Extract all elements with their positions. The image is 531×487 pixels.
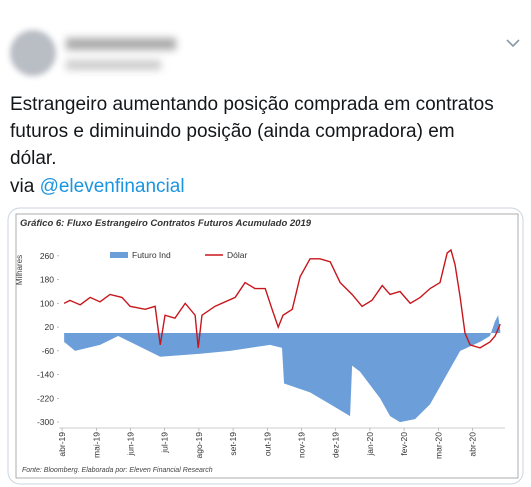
x-tick-label: fev-20 — [399, 432, 409, 456]
tweet-text: futuros e diminuindo posição (ainda comp… — [10, 121, 455, 142]
x-tick-label: set-19 — [228, 432, 238, 456]
x-tick-label: out-19 — [262, 432, 272, 456]
y-tick-label: 180 — [40, 275, 54, 285]
x-tick-label: jan-20 — [365, 432, 375, 457]
area — [64, 315, 501, 423]
y-tick-label: 260 — [40, 251, 54, 261]
tweet-text: dólar. — [10, 148, 57, 169]
x-tick-label: dez-19 — [331, 432, 341, 458]
y-tick-label: -220 — [37, 393, 54, 403]
x-tick-label: jun-19 — [125, 432, 135, 457]
x-tick-label: mar-20 — [433, 432, 443, 459]
tweet-text: Estrangeiro aumentando posição comprada … — [10, 94, 494, 115]
media-card — [7, 207, 524, 485]
x-tick-label: abr-19 — [57, 432, 67, 457]
author-handle — [66, 60, 161, 70]
legend-swatch — [110, 252, 128, 258]
source-note: Fonte: Bloomberg. Elaborada por: Eleven … — [22, 467, 213, 474]
y-tick-label: -300 — [37, 417, 54, 427]
line — [63, 248, 501, 349]
mention-link[interactable]: @elevenfinancial — [39, 176, 185, 197]
x-tick-label: jul-19 — [160, 432, 170, 454]
y-tick-label: -60 — [42, 346, 55, 356]
x-tick-label: nov-19 — [296, 432, 306, 458]
menu-chevron[interactable] — [506, 38, 520, 48]
tweet-text: via @elevenfinancial — [10, 176, 185, 198]
x-tick-label: abr-20 — [468, 432, 478, 457]
y-axis-label: Milhares — [15, 255, 24, 285]
chart-frame — [15, 213, 519, 479]
legend-label: Dólar — [227, 250, 247, 260]
y-tick-label: 20 — [45, 322, 55, 332]
y-tick-label: 100 — [40, 298, 54, 308]
x-tick-label: mai-19 — [91, 432, 101, 458]
avatar — [10, 30, 56, 76]
via: via — [10, 176, 35, 197]
author-name — [66, 38, 176, 50]
legend-label: Futuro Ind — [132, 250, 171, 260]
x-tick-label: ago-19 — [194, 432, 204, 459]
chart-title: Gráfico 6: Fluxo Estrangeiro Contratos F… — [20, 218, 312, 229]
y-tick-label: -140 — [37, 370, 54, 380]
